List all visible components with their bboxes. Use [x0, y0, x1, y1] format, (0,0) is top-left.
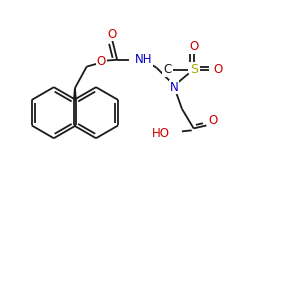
- Text: N: N: [170, 81, 178, 94]
- Text: HO: HO: [152, 127, 170, 140]
- Text: O: O: [97, 55, 106, 68]
- Text: C: C: [163, 63, 171, 76]
- Text: O: O: [108, 28, 117, 41]
- Text: O: O: [189, 40, 198, 53]
- Text: NH: NH: [135, 53, 152, 66]
- Text: O: O: [209, 114, 218, 127]
- Text: S: S: [190, 63, 198, 76]
- Text: O: O: [214, 63, 223, 76]
